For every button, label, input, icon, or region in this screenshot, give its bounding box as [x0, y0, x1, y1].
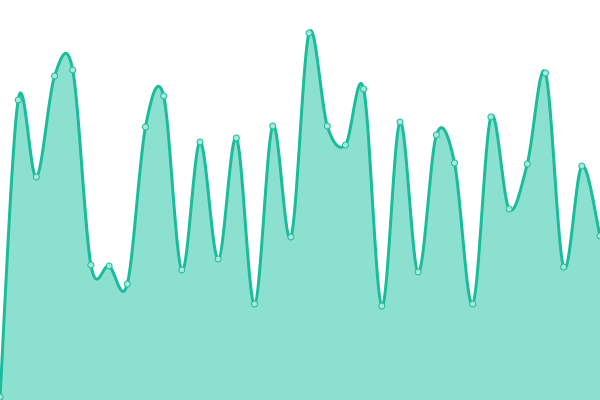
data-point-31	[560, 263, 568, 271]
series-line	[0, 29, 600, 398]
data-point-24	[432, 131, 440, 139]
data-point-20	[360, 85, 368, 93]
area-fill	[0, 30, 600, 400]
data-markers	[0, 29, 600, 400]
data-point-8	[141, 123, 149, 131]
data-point-32	[578, 162, 586, 170]
data-point-28	[505, 205, 513, 213]
data-point-12	[214, 255, 222, 263]
data-point-30	[541, 69, 549, 77]
data-point-2	[32, 173, 40, 181]
data-point-14	[251, 300, 259, 308]
data-point-10	[178, 266, 186, 274]
data-point-33	[596, 232, 600, 240]
data-point-3	[51, 72, 59, 80]
data-point-21	[378, 302, 386, 310]
data-point-22	[396, 118, 404, 126]
data-point-19	[341, 141, 349, 149]
data-point-29	[523, 160, 531, 168]
data-point-1	[14, 96, 22, 104]
data-point-25	[451, 159, 459, 167]
data-point-5	[87, 261, 95, 269]
data-point-27	[487, 113, 495, 121]
data-point-15	[269, 122, 277, 130]
data-point-26	[469, 300, 477, 308]
data-point-13	[232, 134, 240, 142]
data-point-7	[123, 280, 131, 288]
data-point-23	[414, 268, 422, 276]
data-point-0	[0, 393, 4, 400]
data-point-11	[196, 138, 204, 146]
data-point-17	[305, 29, 313, 37]
data-point-4	[69, 66, 77, 74]
data-point-6	[105, 262, 113, 270]
data-point-16	[287, 233, 295, 241]
data-point-9	[160, 92, 168, 100]
data-point-18	[323, 122, 331, 130]
